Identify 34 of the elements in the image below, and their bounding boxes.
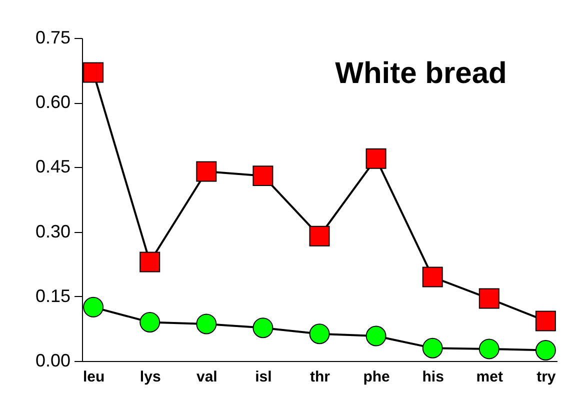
point bbox=[366, 148, 386, 169]
x-tick-label: leu bbox=[82, 368, 105, 386]
x-tick-label: thr bbox=[310, 368, 330, 386]
point bbox=[140, 312, 160, 332]
y-tick-label: 0.60 bbox=[35, 92, 70, 112]
point bbox=[309, 324, 330, 344]
point bbox=[478, 338, 500, 360]
x-tick-label: isl bbox=[255, 368, 272, 386]
point bbox=[196, 161, 217, 182]
y-tick-label: 0.45 bbox=[35, 156, 70, 177]
x-tick-label: his bbox=[422, 368, 444, 386]
point bbox=[366, 326, 386, 346]
point bbox=[252, 318, 274, 338]
x-tick-label: met bbox=[476, 368, 503, 386]
point bbox=[422, 266, 443, 288]
point bbox=[196, 314, 217, 334]
point bbox=[478, 288, 500, 309]
point bbox=[252, 166, 274, 186]
x-tick-label: val bbox=[196, 368, 218, 386]
point bbox=[309, 226, 330, 246]
point bbox=[140, 252, 160, 272]
point bbox=[535, 310, 556, 332]
x-tick-label: lys bbox=[140, 368, 161, 386]
text: White bread bbox=[335, 57, 507, 90]
x-tick-label: phe bbox=[363, 368, 390, 386]
y-tick-label: 0.75 bbox=[35, 28, 70, 48]
y-tick-label: 0.15 bbox=[35, 286, 70, 306]
y-tick-label: 0.30 bbox=[35, 221, 70, 242]
point bbox=[83, 62, 104, 83]
point bbox=[422, 338, 443, 358]
point bbox=[535, 340, 556, 360]
x-tick-label: try bbox=[536, 368, 556, 386]
y-tick-label: 0.00 bbox=[35, 350, 70, 370]
point bbox=[83, 296, 104, 318]
